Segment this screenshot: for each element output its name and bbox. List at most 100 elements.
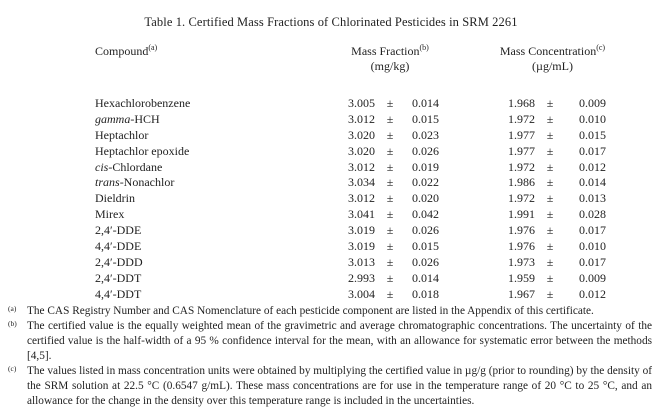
column-header-mass-concentration: Mass Concentration(c) <box>490 44 615 59</box>
compound-footnote-marker: (a) <box>148 43 158 52</box>
compound-name: Heptachlor <box>95 128 325 144</box>
mass-concentration-value: 1.977 <box>508 143 535 158</box>
mass-fraction-plus-minus: ± <box>386 191 394 206</box>
mass-fraction-plus-minus: ± <box>386 270 394 285</box>
mass-fraction-value: 3.013 <box>348 254 375 269</box>
mass-concentration-value: 1.967 <box>508 286 535 301</box>
mass-fraction-value: 3.019 <box>348 223 375 238</box>
mass-fraction-value: 3.034 <box>348 175 375 190</box>
mass-concentration-header-label: Mass Concentration <box>499 44 597 58</box>
compound-name-text: -HCH <box>130 111 160 126</box>
compound-name-text: -Nonachlor <box>119 175 175 190</box>
mass-concentration-uncertainty: 0.009 <box>579 270 606 285</box>
mass-fraction-value: 3.005 <box>348 96 375 110</box>
compound-name: 4,4′-DDT <box>95 287 325 303</box>
mass-concentration-footnote-marker: (c) <box>596 43 606 52</box>
mass-concentration-value: 1.959 <box>508 270 535 285</box>
compound-name-italic-prefix: cis <box>95 159 109 174</box>
mass-concentration-plus-minus: ± <box>546 175 554 190</box>
compound-name: 2,4′-DDT <box>95 271 325 287</box>
mass-fraction-value: 3.012 <box>348 191 375 206</box>
mass-fraction-value: 3.019 <box>348 239 375 254</box>
table-row: gamma-HCH 3.012 ± 0.015 1.972 ± 0.010 <box>95 112 662 128</box>
mass-concentration-uncertainty: 0.010 <box>579 239 606 254</box>
mass-concentration-value: 1.991 <box>508 207 535 222</box>
mass-fraction-uncertainty: 0.023 <box>412 127 439 142</box>
mass-fraction-uncertainty: 0.022 <box>412 175 439 190</box>
table-row: Mirex 3.041 ± 0.042 1.991 ± 0.028 <box>95 207 662 223</box>
mass-fraction-uncertainty: 0.042 <box>412 207 439 222</box>
column-header-mass-fraction: Mass Fraction(b) <box>325 44 455 59</box>
mass-fraction-header-label: Mass Fraction <box>351 44 420 58</box>
compound-name-text: 2,4′-DDE <box>95 223 142 238</box>
table-rows: Hexachlorobenzene 3.005 ± 0.014 1.968 ± … <box>95 96 662 303</box>
mass-fraction-plus-minus: ± <box>386 111 394 126</box>
mass-concentration-value: 1.986 <box>508 175 535 190</box>
compound-name: cis-Chlordane <box>95 160 325 176</box>
table-row: Dieldrin 3.012 ± 0.020 1.972 ± 0.013 <box>95 191 662 207</box>
compound-name-text: Heptachlor <box>95 127 149 142</box>
mass-fraction-plus-minus: ± <box>386 239 394 254</box>
mass-fraction-plus-minus: ± <box>386 127 394 142</box>
mass-concentration-plus-minus: ± <box>546 270 554 285</box>
compound-name: 2,4′-DDD <box>95 255 325 271</box>
compound-name-text: Dieldrin <box>95 191 135 206</box>
certified-values-table: Compound(a) Mass Fraction(b) Mass Concen… <box>95 44 662 303</box>
mass-concentration-uncertainty: 0.017 <box>579 143 606 158</box>
table-row: 2,4′-DDT 2.993 ± 0.014 1.959 ± 0.009 <box>95 271 662 287</box>
table-row: 4,4′-DDE 3.019 ± 0.015 1.976 ± 0.010 <box>95 239 662 255</box>
mass-concentration-uncertainty: 0.012 <box>579 286 606 301</box>
compound-name-text: 4,4′-DDE <box>95 239 142 254</box>
compound-name: Hexachlorobenzene <box>95 96 325 112</box>
mass-fraction-uncertainty: 0.020 <box>412 191 439 206</box>
mass-fraction-uncertainty: 0.026 <box>412 254 439 269</box>
mass-fraction-value: 2.993 <box>348 270 375 285</box>
compound-name-italic-prefix: trans <box>95 175 120 190</box>
compound-name: Mirex <box>95 207 325 223</box>
footnotes-block: (a) The CAS Registry Number and CAS Nome… <box>8 304 652 409</box>
compound-name-text: -Chlordane <box>108 159 163 174</box>
mass-concentration-unit: (µg/mL) <box>532 59 573 73</box>
mass-concentration-uncertainty: 0.012 <box>579 159 606 174</box>
mass-concentration-uncertainty: 0.015 <box>579 127 606 142</box>
compound-header-label: Compound <box>95 44 149 58</box>
mass-concentration-uncertainty: 0.028 <box>579 207 606 222</box>
mass-concentration-plus-minus: ± <box>546 111 554 126</box>
mass-fraction-uncertainty: 0.018 <box>412 286 439 301</box>
mass-fraction-uncertainty: 0.026 <box>412 223 439 238</box>
mass-concentration-value: 1.973 <box>508 254 535 269</box>
table-header-row: Compound(a) Mass Fraction(b) Mass Concen… <box>95 44 662 59</box>
table-row: Hexachlorobenzene 3.005 ± 0.014 1.968 ± … <box>95 96 662 112</box>
mass-concentration-plus-minus: ± <box>546 254 554 269</box>
mass-fraction-footnote-marker: (b) <box>419 43 429 52</box>
mass-concentration-uncertainty: 0.010 <box>579 111 606 126</box>
table-row: Heptachlor 3.020 ± 0.023 1.977 ± 0.015 <box>95 128 662 144</box>
footnote-a: (a) The CAS Registry Number and CAS Nome… <box>8 304 652 319</box>
mass-concentration-uncertainty: 0.017 <box>579 223 606 238</box>
compound-name-text: 2,4′-DDD <box>95 254 143 269</box>
compound-name-text: 2,4′-DDT <box>95 270 142 285</box>
mass-fraction-value: 3.020 <box>348 127 375 142</box>
mass-concentration-value: 1.968 <box>508 96 535 110</box>
mass-fraction-uncertainty: 0.019 <box>412 159 439 174</box>
column-header-compound: Compound(a) <box>95 44 325 59</box>
footnote-b: (b) The certified value is the equally w… <box>8 319 652 364</box>
mass-fraction-uncertainty: 0.026 <box>412 143 439 158</box>
mass-fraction-value: 3.041 <box>348 207 375 222</box>
mass-concentration-uncertainty: 0.017 <box>579 254 606 269</box>
mass-fraction-plus-minus: ± <box>386 254 394 269</box>
mass-fraction-plus-minus: ± <box>386 207 394 222</box>
mass-concentration-plus-minus: ± <box>546 159 554 174</box>
mass-concentration-plus-minus: ± <box>546 127 554 142</box>
mass-fraction-plus-minus: ± <box>386 159 394 174</box>
mass-concentration-plus-minus: ± <box>546 223 554 238</box>
mass-fraction-value: 3.012 <box>348 111 375 126</box>
table-row: 4,4′-DDT 3.004 ± 0.018 1.967 ± 0.012 <box>95 287 662 303</box>
table-unit-row: (mg/kg) (µg/mL) <box>95 59 662 74</box>
mass-fraction-uncertainty: 0.014 <box>412 270 439 285</box>
footnote-c: (c) The values listed in mass concentrat… <box>8 364 652 409</box>
mass-fraction-plus-minus: ± <box>386 223 394 238</box>
table-row: 2,4′-DDD 3.013 ± 0.026 1.973 ± 0.017 <box>95 255 662 271</box>
mass-concentration-uncertainty: 0.009 <box>579 96 606 110</box>
mass-concentration-uncertainty: 0.014 <box>579 175 606 190</box>
